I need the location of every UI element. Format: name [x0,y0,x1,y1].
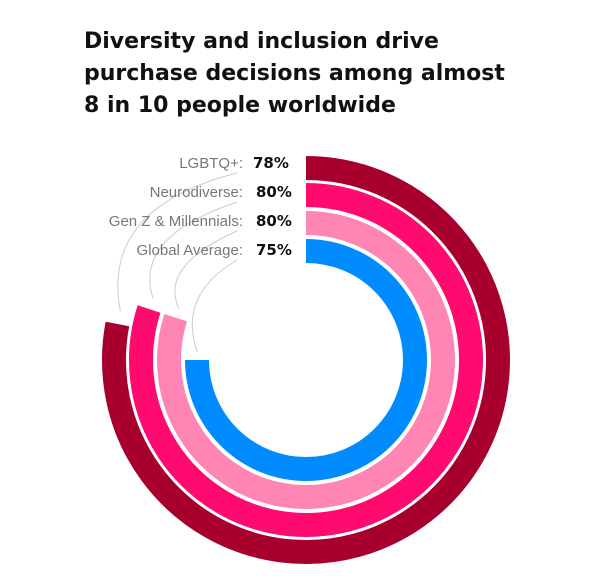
leader-neurodiverse [149,201,238,299]
ring-group [102,156,510,564]
leader-lgbtq- [117,172,238,312]
ring-lgbtq- [102,156,510,564]
leader-line-group [117,172,238,353]
series-label-neurodiverse: Neurodiverse: [150,184,243,201]
title-line-2: purchase decisions among almost [84,61,505,86]
ring-neurodiverse [129,183,483,537]
series-value-neurodiverse: 80% [256,183,292,201]
series-value-lgbtq-: 78% [253,154,289,172]
ring-gen-z-millennials [157,211,455,509]
title-line-3: 8 in 10 people worldwide [84,93,396,118]
chart-title: Diversity and inclusion drive purchase d… [84,26,564,122]
series-value-gen-z-millennials: 80% [256,212,292,230]
leader-global-average [191,259,238,353]
ring-global-average [185,239,427,481]
series-label-lgbtq-: LGBTQ+: [179,155,243,172]
series-label-global-average: Global Average: [137,242,243,259]
label-group: LGBTQ+: 78% Neurodiverse: 80% Gen Z & Millen… [109,154,292,259]
leader-gen-z-millennials [174,230,238,309]
title-line-1: Diversity and inclusion drive [84,29,439,54]
series-value-global-average: 75% [256,241,292,259]
series-label-gen-z-millennials: Gen Z & Millennials: [109,213,243,230]
